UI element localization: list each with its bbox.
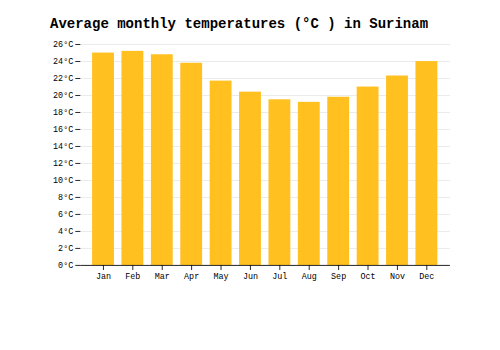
svg-text:4°C: 4°C	[58, 227, 73, 237]
svg-text:26°C: 26°C	[53, 40, 73, 50]
svg-text:8°C: 8°C	[58, 193, 73, 203]
svg-text:Feb: Feb	[125, 272, 140, 282]
svg-text:10°C: 10°C	[53, 176, 73, 186]
svg-text:Oct: Oct	[360, 272, 375, 282]
svg-text:Mar: Mar	[155, 272, 170, 282]
svg-text:Apr: Apr	[184, 272, 199, 282]
svg-text:24°C: 24°C	[53, 57, 73, 67]
svg-text:Jun: Jun	[243, 272, 258, 282]
svg-text:Jan: Jan	[96, 272, 111, 282]
svg-text:Nov: Nov	[390, 272, 405, 282]
svg-text:14°C: 14°C	[53, 142, 73, 152]
svg-text:16°C: 16°C	[53, 125, 73, 135]
svg-text:6°C: 6°C	[58, 210, 73, 220]
svg-text:18°C: 18°C	[53, 108, 73, 118]
svg-text:2°C: 2°C	[58, 244, 73, 254]
svg-text:Aug: Aug	[302, 272, 317, 282]
svg-text:May: May	[213, 272, 228, 282]
svg-text:Sep: Sep	[331, 272, 346, 282]
html-text:Average monthly temperatures (: Average monthly temperatures (°C ) in Su…	[50, 16, 429, 32]
svg-text:Dec: Dec	[419, 272, 434, 282]
svg-text:12°C: 12°C	[53, 159, 73, 169]
svg-text:22°C: 22°C	[53, 74, 73, 84]
svg-text:Jul: Jul	[272, 272, 287, 282]
svg-text:20°C: 20°C	[53, 91, 73, 101]
svg-text:0°C: 0°C	[58, 261, 73, 271]
